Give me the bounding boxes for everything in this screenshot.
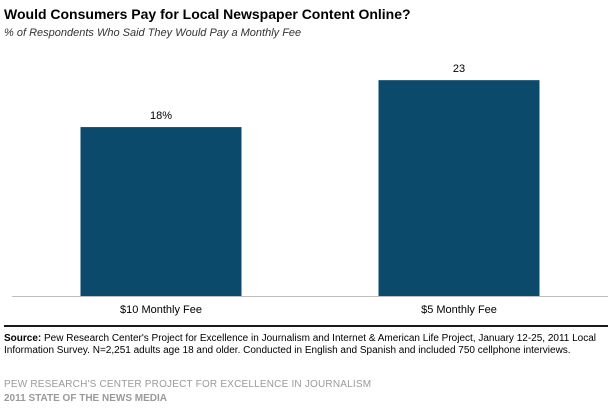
- source-label: Source:: [4, 333, 42, 344]
- x-tick-label-0: $10 Monthly Fee: [120, 304, 202, 316]
- chart-title: Would Consumers Pay for Local Newspaper …: [4, 6, 411, 22]
- bar-0: [80, 127, 242, 296]
- bar-1: [378, 80, 540, 297]
- footer-org: PEW RESEARCH'S CENTER PROJECT FOR EXCELL…: [4, 379, 372, 390]
- chart-subtitle: % of Respondents Who Said They Would Pay…: [4, 27, 302, 39]
- data-label-0: 18%: [150, 110, 172, 122]
- x-tick-label-1: $5 Monthly Fee: [421, 304, 497, 316]
- bar-chart: 18% $10 Monthly Fee 23 $5 Monthly Fee: [12, 63, 608, 316]
- source-divider: [4, 325, 608, 327]
- footer-report: 2011 STATE OF THE NEWS MEDIA: [4, 393, 167, 404]
- plot-area: 18% $10 Monthly Fee 23 $5 Monthly Fee: [12, 63, 608, 316]
- data-label-1: 23: [453, 63, 465, 75]
- source-text: Pew Research Center's Project for Excell…: [4, 333, 597, 356]
- source-note: Source: Pew Research Center's Project fo…: [4, 333, 608, 357]
